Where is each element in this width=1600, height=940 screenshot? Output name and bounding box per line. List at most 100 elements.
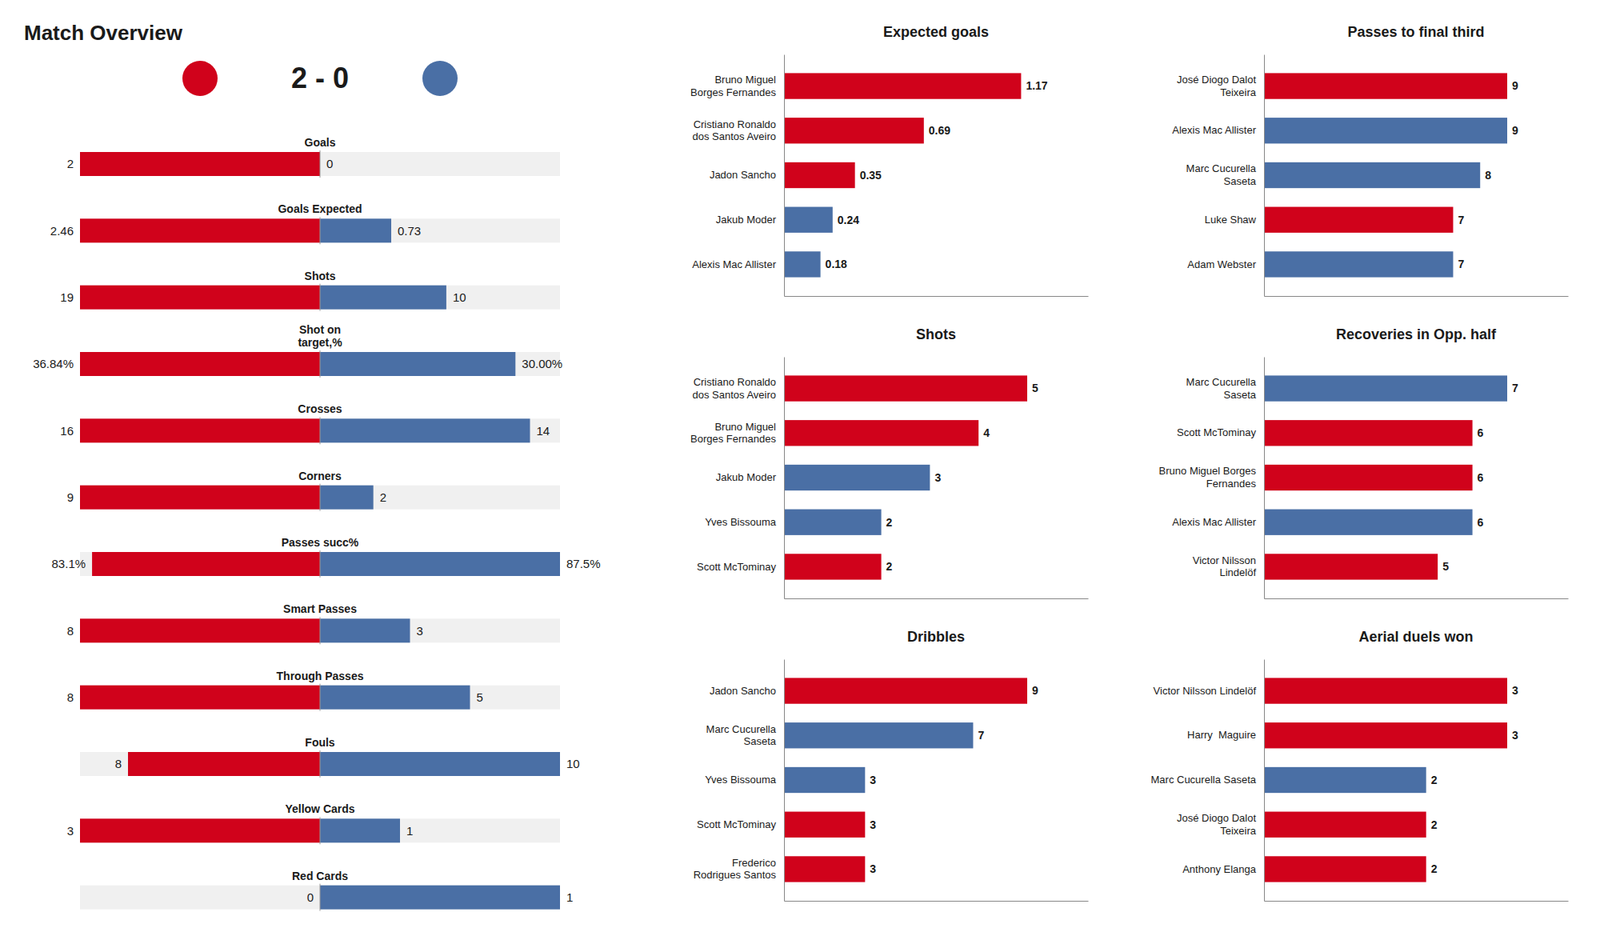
bar [1264,677,1508,704]
bar [1264,509,1473,536]
row-label: Shots [304,269,336,283]
y-tick: Victor NilssonLindelöf [1192,554,1257,580]
row-label: Goals Expected [277,202,362,216]
center-line [320,216,321,244]
bar [784,162,856,188]
bar [784,856,865,882]
home-value-label: 2 [67,156,74,171]
bar [784,117,924,144]
home-value-label: 8 [115,756,122,771]
home-bar [80,285,320,310]
data-label: 6 [1477,516,1484,529]
home-bar [80,352,320,376]
bar [1264,464,1473,491]
bar-chart: Expected goalsBruno MiguelBorges Fernand… [690,24,1088,297]
y-tick-label: FredericoRodrigues Santos [693,856,777,882]
y-tick-label-line: Marc Cucurella [1186,376,1257,388]
row-label-line: Shot on [299,323,341,336]
y-tick-label-line: Borges Fernandes [690,432,776,445]
data-label: 6 [1477,426,1484,440]
y-tick-label-line: Borges Fernandes [690,86,776,99]
row-label: Shot ontarget,% [297,323,343,349]
away-value-label: 5 [476,690,484,704]
home-bar [80,418,320,443]
data-label: 3 [869,773,876,787]
y-tick-label: Jakub Moder [716,213,777,226]
y-tick: Yves Bissouma [704,516,777,528]
y-tick-label-line: Adam Webster [1187,258,1256,271]
y-tick-label: Scott McTominay [696,818,776,831]
center-line [320,284,321,312]
y-axis-line [784,55,785,297]
chart-canvas: Match Overview2 - 0Goals20Goals Expected… [0,0,1600,940]
away-bar [320,552,560,576]
data-labels: 33222 [1431,684,1519,876]
y-tick-label: Alexis Mac Allister [692,258,776,271]
row-label-line: Yellow Cards [284,802,355,816]
y-tick: Marc CucurellaSaseta [1186,376,1257,401]
x-axis-line [1264,598,1569,600]
bar [1264,117,1508,144]
home-bar [80,485,320,510]
y-tick-label: Marc CucurellaSaseta [706,723,777,748]
data-label: 2 [886,516,893,529]
data-labels: 97333 [869,684,1039,876]
x-axis-line [784,296,1089,297]
y-tick-label: Scott McTominay [1176,426,1256,439]
y-tick-label: José Diogo DalotTeixeira [1176,73,1257,99]
away-value-label: 1 [566,890,573,904]
y-tick: Jakub Moder [716,213,777,226]
bar [784,767,865,793]
score: 2 - 0 [291,61,349,95]
y-tick-label-line: Teixeira [1220,86,1257,99]
center-line [320,816,321,844]
away-bar [320,618,411,643]
y-tick-label-line: Saseta [1224,175,1257,188]
data-label: 3 [869,818,876,832]
home-value-label: 36.84% [32,356,74,371]
x-axis [1264,296,1569,297]
y-tick: Scott McTominay [696,560,776,573]
y-tick-label-line: Bruno Miguel Borges [1159,464,1257,477]
center-line [320,616,321,644]
bar [784,251,821,277]
data-label: 7 [1457,257,1464,271]
y-tick-label-line: Marc Cucurella Saseta [1151,773,1257,786]
home-bar [80,685,320,710]
y-tick: Jadon Sancho [709,684,776,697]
y-tick-label: Bruno MiguelBorges Fernandes [690,420,776,446]
data-label: 2 [1431,773,1438,787]
y-tick: Adam Webster [1187,258,1256,271]
bar [784,812,865,838]
home-bar [80,152,320,176]
y-tick-label: Jadon Sancho [709,684,776,697]
data-label: 9 [1032,684,1039,697]
y-tick-label: Harry Maguire [1187,728,1256,741]
bar [784,72,1021,99]
bar [1264,251,1453,277]
y-tick-label: Adam Webster [1187,258,1256,271]
x-axis-line [1264,900,1569,902]
y-tick-label-line: Scott McTominay [696,818,776,831]
y-tick-label-line: Frederico [732,856,776,869]
bar-chart: DribblesJadon SanchoMarc CucurellaSaseta… [693,628,1089,902]
y-tick: Alexis Mac Allister [1172,124,1256,136]
y-tick-label: Alexis Mac Allister [1172,516,1256,528]
x-axis [1264,900,1569,902]
y-axis-line [1264,660,1265,902]
y-tick-label: Jakub Moder [716,471,777,484]
data-label: 8 [1484,168,1492,182]
y-tick-label-line: Jadon Sancho [709,684,776,697]
data-label: 7 [1457,213,1464,227]
home-bar [92,552,320,576]
y-tick-label-line: dos Santos Aveiro [692,130,776,143]
y-tick-label: Marc Cucurella Saseta [1151,773,1257,786]
row-label-line: Corners [298,469,342,483]
bar-chart: Recoveries in Opp. halfMarc CucurellaSas… [1159,326,1569,600]
bar [1264,812,1427,838]
data-label: 3 [869,862,876,876]
center-line [320,350,321,378]
x-axis [1264,598,1569,600]
away-bar [320,818,400,843]
home-bar [80,818,320,843]
